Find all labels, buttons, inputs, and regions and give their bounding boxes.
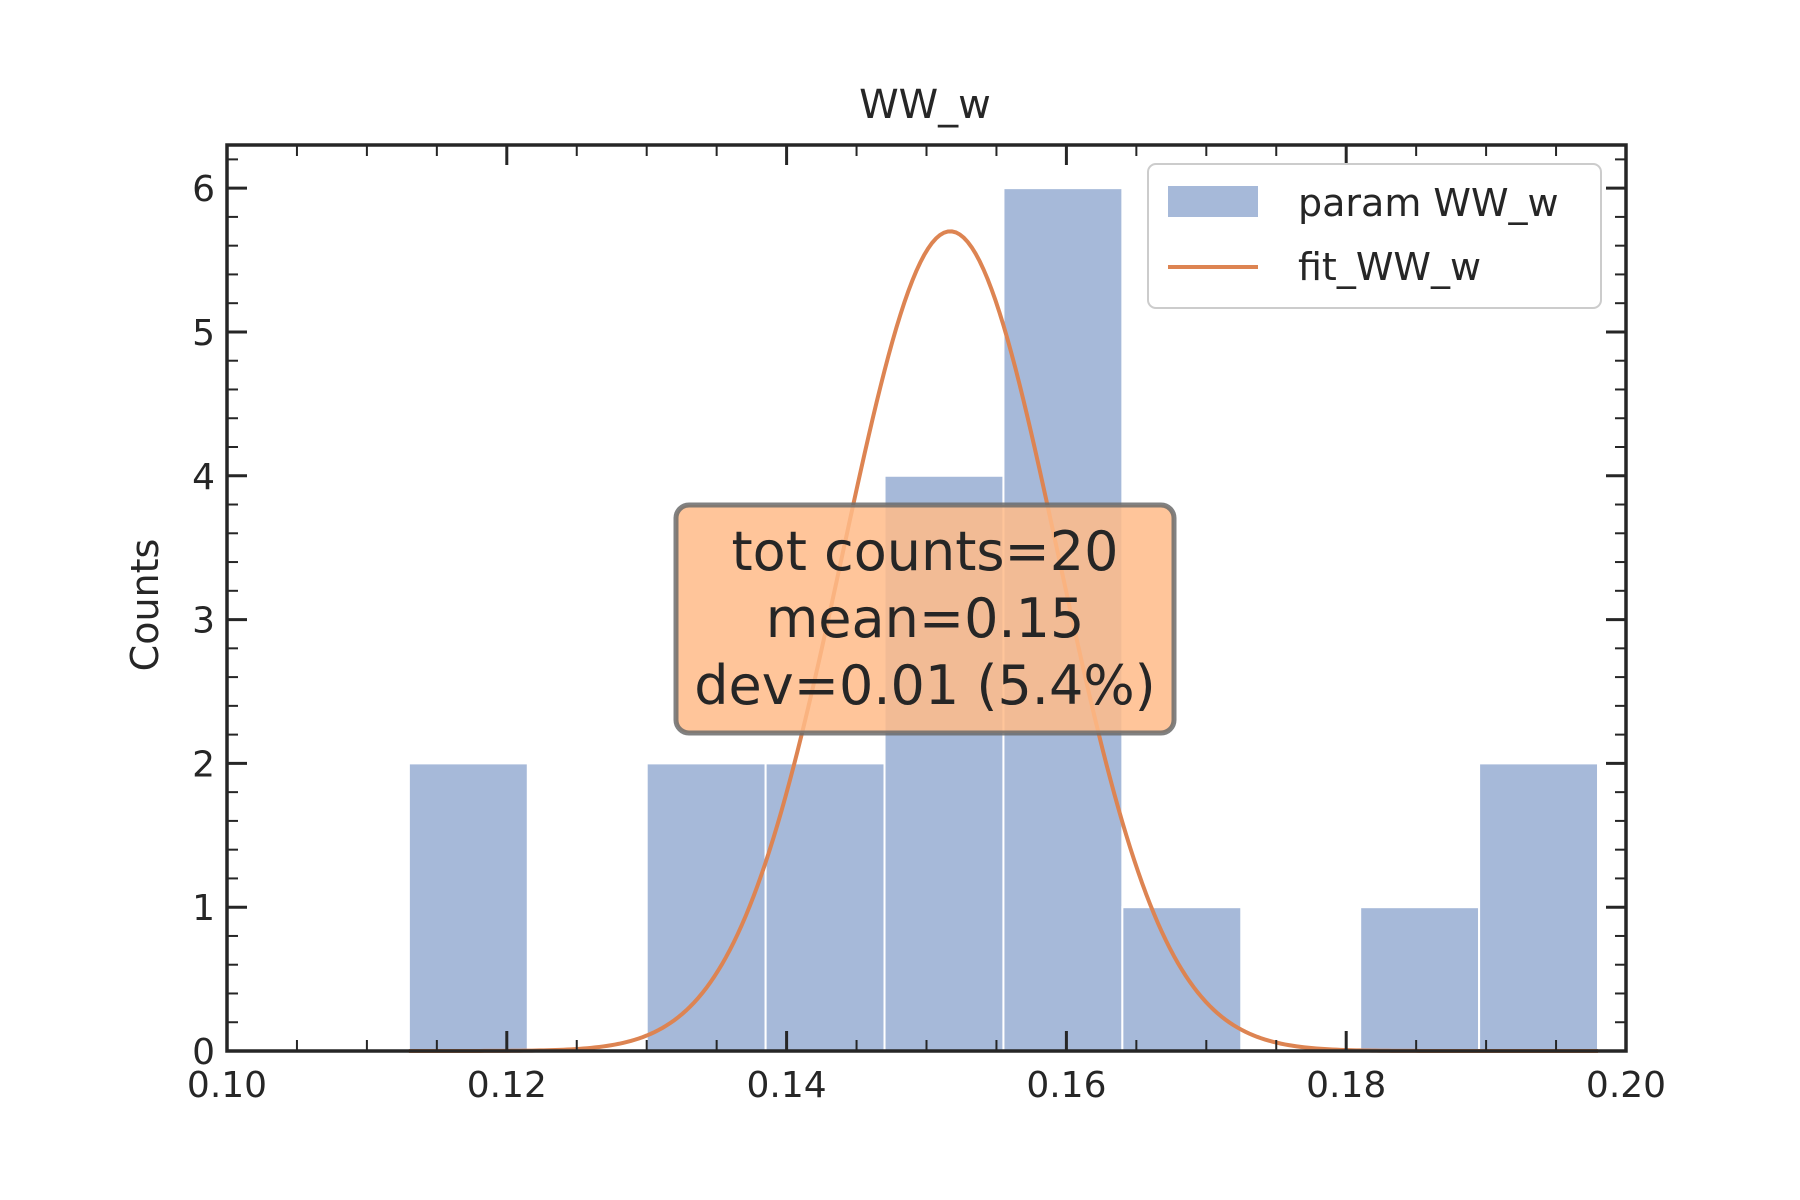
y-tick-label: 6 — [192, 169, 215, 210]
histogram-bar-3 — [764, 762, 886, 1053]
legend-label-fit: fit_WW_w — [1298, 245, 1481, 289]
y-tick-label: 5 — [192, 313, 215, 354]
stats-line-mean: mean=0.15 — [766, 587, 1085, 650]
histogram-bars — [407, 187, 1600, 1053]
stats-box: tot counts=20 mean=0.15 dev=0.01 (5.4%) — [673, 502, 1177, 736]
histogram-bar-0 — [407, 762, 529, 1053]
stats-line-total: tot counts=20 — [732, 520, 1119, 583]
x-tick-label: 0.18 — [1306, 1065, 1386, 1106]
axis-ticks — [225, 145, 1628, 1053]
legend: param WW_w fit_WW_w — [1147, 163, 1602, 309]
x-tick-label: 0.10 — [187, 1065, 267, 1106]
x-tick-label: 0.20 — [1586, 1065, 1666, 1106]
x-tick-label: 0.14 — [747, 1065, 827, 1106]
y-tick-label: 0 — [192, 1032, 215, 1073]
y-tick-label: 3 — [192, 601, 215, 642]
y-tick-label: 2 — [192, 744, 215, 785]
tick-labels: 0.10 0.12 0.14 0.16 0.18 0.20 0 1 2 3 4 5 6 — [187, 169, 1666, 1106]
y-tick-label: 1 — [192, 888, 215, 929]
legend-frame — [1147, 163, 1602, 309]
plot-frame — [225, 143, 1628, 1053]
y-axis-label: Counts — [123, 539, 167, 672]
stats-line-dev: dev=0.01 (5.4%) — [694, 654, 1155, 717]
histogram-bar-8 — [1359, 906, 1481, 1053]
y-tick-label: 4 — [192, 457, 215, 498]
x-tick-label: 0.16 — [1026, 1065, 1106, 1106]
chart-title: WW_w — [859, 82, 991, 128]
stats-box-background — [673, 502, 1177, 736]
histogram-bar-6 — [1121, 906, 1243, 1053]
x-tick-label: 0.12 — [467, 1065, 547, 1106]
legend-label-histogram: param WW_w — [1298, 181, 1559, 225]
legend-swatch-histogram — [1168, 186, 1258, 217]
histogram-bar-2 — [645, 762, 767, 1053]
histogram-bar-9 — [1478, 762, 1600, 1053]
